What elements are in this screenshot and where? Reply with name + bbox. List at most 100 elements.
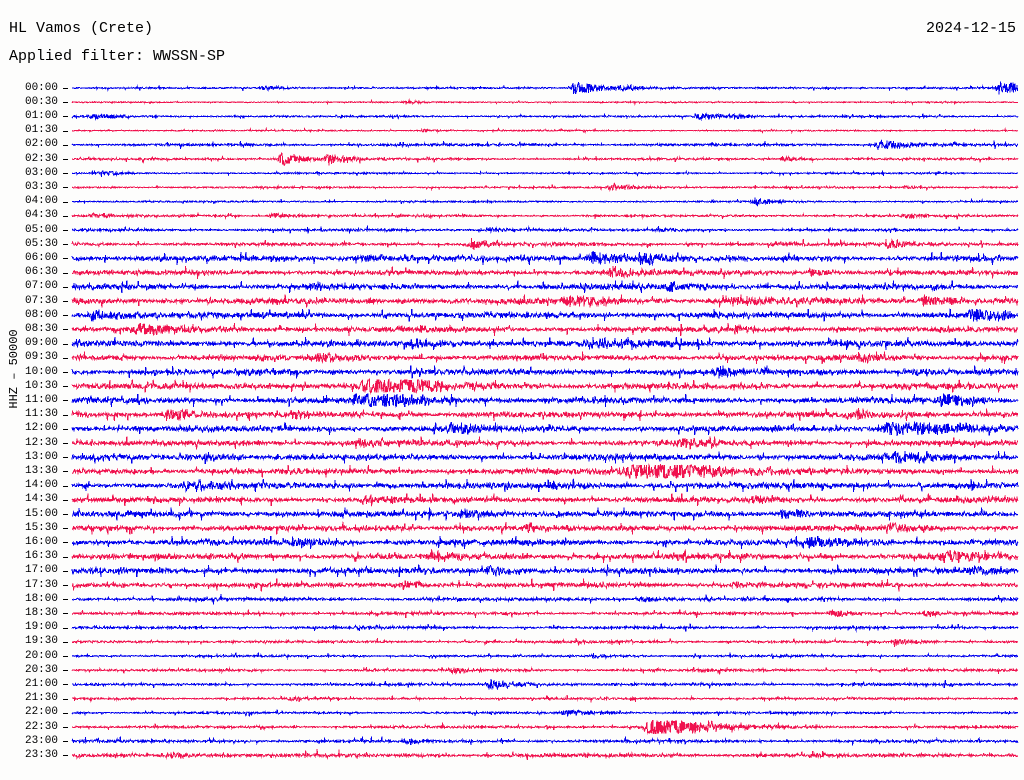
trace-row — [71, 322, 1019, 336]
trace-row — [71, 98, 1019, 106]
trace-row — [71, 593, 1019, 605]
time-label: 11:00 — [24, 393, 58, 406]
time-label: 12:00 — [24, 422, 58, 435]
time-tick — [63, 599, 68, 601]
time-label: 16:00 — [24, 535, 58, 548]
trace-row — [71, 420, 1019, 436]
trace-row — [71, 708, 1019, 717]
time-label: 07:30 — [24, 294, 58, 307]
trace-row — [71, 237, 1019, 251]
time-label: 11:30 — [24, 408, 58, 421]
trace-row — [71, 578, 1019, 592]
trace-row — [71, 749, 1019, 761]
time-tick — [63, 556, 68, 558]
time-label: 21:30 — [24, 692, 58, 705]
trace-row — [71, 507, 1019, 521]
time-label: 05:00 — [24, 223, 58, 236]
time-tick — [63, 88, 68, 89]
trace-row — [71, 294, 1019, 308]
time-tick — [63, 372, 68, 373]
time-label: 08:00 — [24, 308, 58, 321]
time-tick — [63, 230, 68, 231]
time-label: 17:30 — [24, 578, 58, 591]
time-label: 13:00 — [24, 450, 58, 463]
trace-row — [71, 152, 1019, 167]
time-tick — [63, 144, 68, 146]
trace-row — [71, 736, 1019, 746]
time-label: 03:00 — [24, 166, 58, 179]
time-tick — [63, 641, 68, 643]
trace-row — [71, 182, 1019, 192]
time-label: 10:30 — [24, 379, 58, 392]
time-tick — [63, 357, 68, 359]
time-label: 02:00 — [24, 138, 58, 151]
time-tick — [63, 386, 68, 388]
time-label: 12:30 — [24, 436, 58, 449]
time-tick — [63, 201, 68, 203]
time-label: 05:30 — [24, 237, 58, 250]
time-tick — [63, 102, 68, 104]
trace-row — [71, 478, 1019, 493]
trace-row — [71, 666, 1019, 675]
time-label: 15:00 — [24, 507, 58, 520]
trace-row — [71, 535, 1019, 549]
time-label: 07:00 — [24, 280, 58, 293]
time-label: 08:30 — [24, 322, 58, 335]
time-label: 04:00 — [24, 195, 58, 208]
header: HL Vamos (Crete) 2024-12-15 Applied filt… — [0, 0, 1024, 72]
trace-row — [71, 652, 1019, 660]
time-label: 19:30 — [24, 635, 58, 648]
trace-row — [71, 351, 1019, 365]
time-label: 00:00 — [24, 81, 58, 94]
trace-row — [71, 336, 1019, 351]
time-label: 14:30 — [24, 493, 58, 506]
time-label: 10:00 — [24, 365, 58, 378]
time-tick — [63, 528, 68, 530]
trace-row — [71, 126, 1019, 135]
trace-row — [71, 139, 1019, 150]
time-label: 02:30 — [24, 152, 58, 165]
helicorder-plot: 00:00 00:30 01:00 01:30 02:00 02:30 03:00 03:30… — [0, 78, 1024, 778]
trace-row — [71, 679, 1019, 691]
trace-row — [71, 225, 1019, 234]
trace-area — [0, 78, 1024, 778]
time-label: 01:00 — [24, 109, 58, 122]
time-tick — [63, 670, 68, 672]
trace-row — [71, 564, 1019, 578]
trace-row — [71, 365, 1019, 379]
time-label: 23:30 — [24, 748, 58, 761]
trace-row — [71, 211, 1019, 220]
trace-row — [72, 694, 1019, 703]
time-label: 16:30 — [24, 550, 58, 563]
time-tick — [63, 315, 68, 317]
time-tick — [63, 301, 68, 302]
trace-row — [71, 608, 1019, 619]
time-tick — [63, 286, 68, 288]
time-label: 20:30 — [24, 663, 58, 676]
trace-row — [71, 377, 1019, 395]
time-label: 22:30 — [24, 720, 58, 733]
time-label: 19:00 — [24, 621, 58, 634]
time-tick — [63, 485, 68, 487]
time-tick — [63, 272, 68, 274]
trace-row — [71, 408, 1019, 422]
time-tick — [63, 542, 68, 544]
time-tick — [63, 428, 68, 430]
time-tick — [63, 400, 68, 402]
trace-row — [71, 623, 1019, 633]
time-tick — [63, 727, 68, 728]
trace-row — [71, 266, 1019, 280]
time-tick — [63, 712, 68, 714]
time-tick — [63, 414, 68, 416]
trace-row — [71, 169, 1019, 178]
time-tick — [63, 570, 68, 572]
time-label: 18:00 — [24, 592, 58, 605]
time-label: 03:30 — [24, 180, 58, 193]
trace-row — [71, 463, 1019, 479]
station-title: HL Vamos (Crete) — [9, 20, 154, 37]
time-tick — [63, 656, 68, 657]
time-tick — [63, 457, 68, 459]
trace-row — [71, 720, 1019, 735]
trace-row — [71, 392, 1019, 408]
